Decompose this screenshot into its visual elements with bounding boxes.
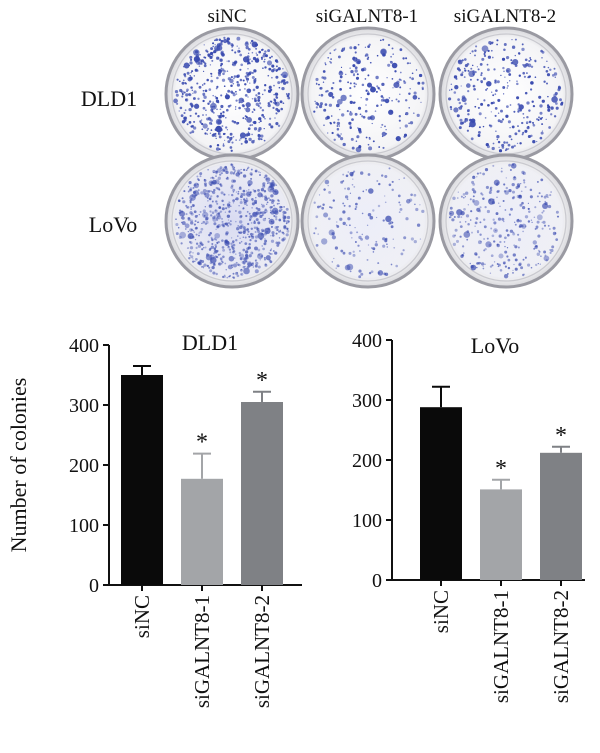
x-tick-label-sigalnt8-1: siGALNT8-1 <box>190 595 214 708</box>
x-tick-label-sinc: siNC <box>130 595 154 638</box>
y-axis-label: Number of colonies <box>6 378 31 553</box>
y-tick-label: 300 <box>352 390 382 412</box>
y-tick-label: 400 <box>352 330 382 352</box>
x-tick-label-sigalnt8-2: siGALNT8-2 <box>549 590 573 703</box>
dish-dld1-sinc <box>164 26 300 162</box>
y-tick-label: 200 <box>352 450 382 472</box>
dish-dld1-sigalnt8-2 <box>438 26 574 162</box>
column-label-sigalnt8-2: siGALNT8-2 <box>454 6 556 27</box>
y-tick-label: 0 <box>89 575 99 597</box>
bar-sinc <box>420 407 462 580</box>
column-label-sinc: siNC <box>207 6 246 27</box>
y-tick-label: 0 <box>372 570 382 592</box>
significance-marker-sigalnt8-1: * <box>196 430 208 456</box>
significance-marker-sigalnt8-2: * <box>256 368 268 394</box>
bar-sigalnt8-1 <box>181 478 223 585</box>
row-label-dld1: DLD1 <box>81 86 137 111</box>
chart-title-dld1: DLD1 <box>182 330 238 355</box>
bar-sigalnt8-1 <box>480 489 522 580</box>
chart-dld1: DLD1 Number of colonies 0 100 200 300 400 siN… <box>6 330 302 708</box>
column-label-sigalnt8-1: siGALNT8-1 <box>316 6 418 27</box>
bar-sigalnt8-2 <box>241 402 283 585</box>
dish-lovo-sigalnt8-1 <box>300 153 436 289</box>
bar-sinc <box>121 375 163 585</box>
dish-grid <box>164 26 574 289</box>
y-tick-label: 100 <box>69 515 99 537</box>
y-tick-label: 100 <box>352 510 382 532</box>
y-tick-label: 300 <box>69 395 99 417</box>
dish-lovo-sinc <box>164 153 300 289</box>
dish-dld1-sigalnt8-1 <box>300 26 436 162</box>
colony-panel: siNC siGALNT8-1 siGALNT8-2 DLD1 LoVo <box>81 6 574 289</box>
x-tick-label-sigalnt8-2: siGALNT8-2 <box>250 595 274 708</box>
dish-lovo-sigalnt8-2 <box>438 153 574 289</box>
significance-marker-sigalnt8-2: * <box>555 423 567 449</box>
row-label-lovo: LoVo <box>89 212 138 237</box>
chart-title-lovo: LoVo <box>471 333 520 358</box>
y-tick-label: 200 <box>69 455 99 477</box>
x-tick-label-sinc: siNC <box>429 590 453 633</box>
x-tick-label-sigalnt8-1: siGALNT8-1 <box>489 590 513 703</box>
bar-sigalnt8-2 <box>540 452 582 580</box>
significance-marker-sigalnt8-1: * <box>495 456 507 482</box>
y-tick-label: 400 <box>69 335 99 357</box>
chart-lovo: LoVo 0 100 200 300 400 siNC * siGALNT8-1 * siGALN… <box>352 330 585 703</box>
